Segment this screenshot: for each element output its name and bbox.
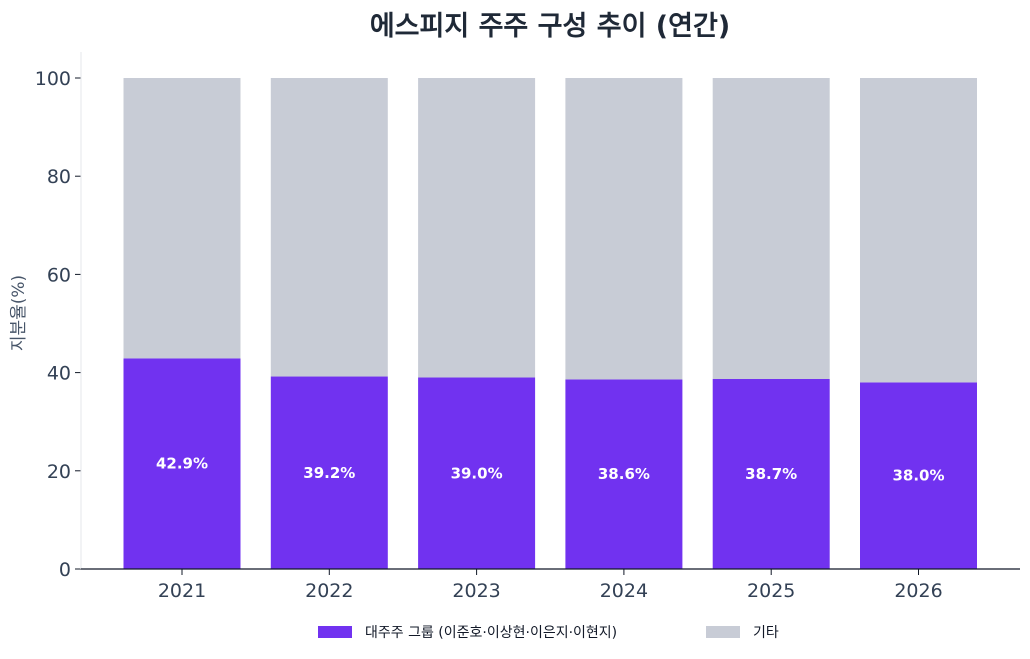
y-tick-label: 20	[47, 461, 71, 483]
y-tick-label: 80	[47, 166, 71, 188]
y-tick-label: 100	[35, 68, 71, 90]
x-tick-label: 2022	[305, 580, 353, 602]
x-tick-label: 2021	[158, 580, 206, 602]
x-tick-label: 2025	[747, 580, 795, 602]
y-axis-label: 지분율(%)	[9, 275, 29, 351]
bar-others	[860, 78, 977, 383]
y-tick-label: 40	[47, 363, 71, 385]
legend-label: 대주주 그룹 (이준호·이상현·이은지·이현지)	[365, 625, 617, 641]
x-tick-label: 2026	[894, 580, 942, 602]
bar-major-shareholder	[418, 377, 536, 569]
bar-others	[123, 78, 241, 359]
bar-data-label: 42.9%	[156, 455, 208, 473]
bar-data-label: 39.0%	[451, 464, 503, 482]
legend-label: 기타	[753, 625, 779, 641]
x-axis-ticks: 2021 2022 2023 2024 2025 2026	[158, 569, 943, 602]
bar-data-label: 38.6%	[598, 465, 650, 483]
legend-swatch	[318, 626, 352, 638]
bar-major-shareholder	[123, 358, 241, 569]
y-tick-label: 60	[47, 264, 71, 286]
x-tick-label: 2024	[600, 580, 648, 602]
bar-others	[418, 78, 536, 378]
bar-others	[712, 78, 830, 379]
x-tick-label: 2023	[452, 580, 500, 602]
legend-swatch	[706, 626, 740, 638]
legend: 대주주 그룹 (이준호·이상현·이은지·이현지) 기타	[318, 625, 779, 641]
chart-title: 에스피지 주주 구성 추이 (연간)	[370, 11, 730, 42]
bar-major-shareholder	[270, 376, 388, 569]
y-axis-ticks: 0 20 40 60 80 100	[35, 68, 81, 581]
bar-major-shareholder	[565, 379, 683, 569]
bar-data-label: 39.2%	[303, 464, 355, 482]
bar-data-label: 38.0%	[892, 467, 944, 485]
y-tick-label: 0	[59, 559, 71, 581]
bar-data-label: 38.7%	[745, 465, 797, 483]
bar-major-shareholder	[860, 382, 977, 569]
bar-others	[270, 78, 388, 377]
bar-major-shareholder	[712, 378, 830, 569]
bars-group: 42.9% 39.2% 39.0% 38.6% 38.7% 38.0%	[123, 78, 977, 569]
bar-others	[565, 78, 683, 380]
